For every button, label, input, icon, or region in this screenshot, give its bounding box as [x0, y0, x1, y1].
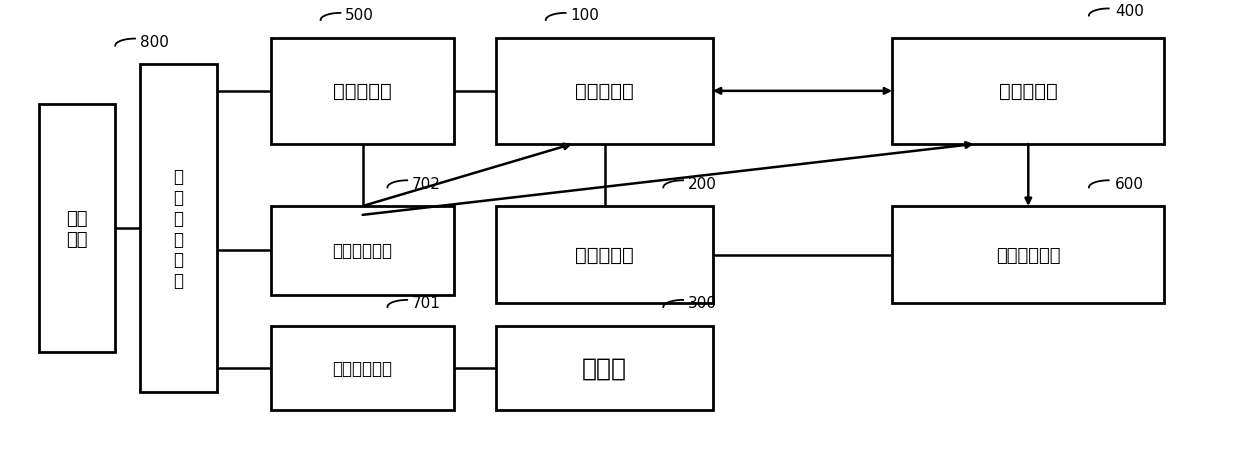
Text: 储能电池组: 储能电池组: [575, 246, 634, 265]
Text: 400: 400: [1115, 4, 1143, 19]
Text: 功
率
检
测
单
元: 功 率 检 测 单 元: [174, 168, 184, 290]
Text: 外部
电网: 外部 电网: [66, 209, 88, 248]
Bar: [272, 39, 454, 145]
Text: 第二电磁开关: 第二电磁开关: [332, 242, 393, 260]
Text: 协调控制器: 协调控制器: [999, 82, 1058, 101]
Text: 第一电磁开关: 第一电磁开关: [332, 359, 393, 377]
Bar: [496, 326, 713, 410]
Text: 800: 800: [140, 35, 169, 50]
Text: 300: 300: [688, 295, 717, 310]
Text: 100: 100: [570, 8, 599, 23]
Bar: [893, 39, 1164, 145]
Text: 电池管理系统: 电池管理系统: [996, 246, 1060, 264]
Text: 701: 701: [412, 295, 441, 310]
Text: 储能变流器: 储能变流器: [575, 82, 634, 101]
Bar: [272, 207, 454, 295]
Bar: [272, 326, 454, 410]
Bar: [38, 105, 115, 352]
Bar: [140, 65, 217, 392]
Text: 隔离变压器: 隔离变压器: [334, 82, 392, 101]
Text: 充电站: 充电站: [582, 356, 627, 380]
Bar: [496, 39, 713, 145]
Text: 200: 200: [688, 176, 717, 191]
Text: 702: 702: [412, 176, 441, 191]
Bar: [893, 207, 1164, 304]
Text: 600: 600: [1115, 176, 1143, 191]
Text: 500: 500: [345, 8, 374, 23]
Bar: [496, 207, 713, 304]
